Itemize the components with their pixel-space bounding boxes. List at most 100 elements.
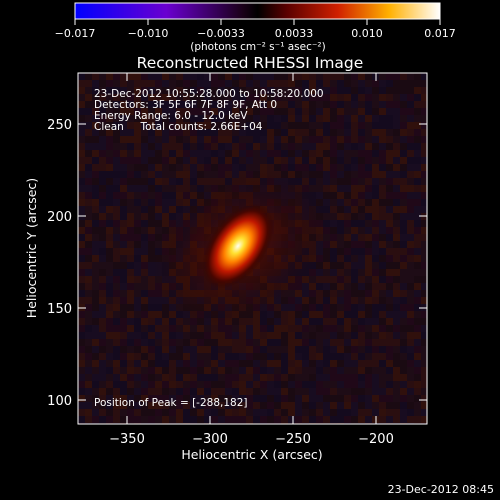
noise-pixel — [176, 108, 183, 115]
noise-pixel — [288, 157, 295, 164]
noise-pixel — [386, 374, 393, 381]
noise-pixel — [120, 269, 127, 276]
noise-pixel — [155, 115, 162, 122]
noise-pixel — [253, 150, 260, 157]
noise-pixel — [246, 360, 253, 367]
noise-pixel — [134, 213, 141, 220]
noise-pixel — [176, 80, 183, 87]
noise-pixel — [134, 339, 141, 346]
noise-pixel — [92, 220, 99, 227]
noise-pixel — [113, 220, 120, 227]
noise-pixel — [400, 143, 407, 150]
noise-pixel — [358, 374, 365, 381]
noise-pixel — [106, 164, 113, 171]
noise-pixel — [316, 171, 323, 178]
noise-pixel — [260, 367, 267, 374]
noise-pixel — [386, 367, 393, 374]
noise-pixel — [183, 402, 190, 409]
noise-pixel — [260, 101, 267, 108]
noise-pixel — [176, 360, 183, 367]
noise-pixel — [414, 122, 421, 129]
noise-pixel — [260, 80, 267, 87]
noise-pixel — [232, 80, 239, 87]
noise-pixel — [78, 381, 85, 388]
noise-pixel — [365, 108, 372, 115]
noise-pixel — [400, 213, 407, 220]
noise-pixel — [351, 115, 358, 122]
noise-pixel — [162, 318, 169, 325]
noise-pixel — [372, 206, 379, 213]
noise-pixel — [323, 101, 330, 108]
noise-pixel — [197, 150, 204, 157]
noise-pixel — [148, 164, 155, 171]
noise-pixel — [92, 367, 99, 374]
noise-pixel — [92, 150, 99, 157]
noise-pixel — [295, 346, 302, 353]
noise-pixel — [407, 360, 414, 367]
noise-pixel — [85, 164, 92, 171]
noise-pixel — [323, 283, 330, 290]
noise-pixel — [344, 227, 351, 234]
noise-pixel — [365, 234, 372, 241]
noise-pixel — [337, 220, 344, 227]
noise-pixel — [365, 115, 372, 122]
noise-pixel — [92, 101, 99, 108]
noise-pixel — [267, 381, 274, 388]
noise-pixel — [372, 276, 379, 283]
noise-pixel — [379, 409, 386, 416]
noise-pixel — [99, 241, 106, 248]
noise-pixel — [414, 80, 421, 87]
noise-pixel — [204, 136, 211, 143]
noise-pixel — [92, 388, 99, 395]
noise-pixel — [99, 388, 106, 395]
noise-pixel — [232, 339, 239, 346]
noise-pixel — [85, 122, 92, 129]
noise-pixel — [176, 395, 183, 402]
noise-pixel — [351, 332, 358, 339]
noise-pixel — [113, 416, 120, 423]
noise-pixel — [351, 276, 358, 283]
noise-pixel — [78, 241, 85, 248]
noise-pixel — [106, 178, 113, 185]
noise-pixel — [351, 94, 358, 101]
noise-pixel — [106, 248, 113, 255]
noise-pixel — [323, 269, 330, 276]
noise-pixel — [386, 150, 393, 157]
noise-pixel — [400, 416, 407, 423]
noise-pixel — [414, 290, 421, 297]
noise-pixel — [295, 332, 302, 339]
noise-pixel — [99, 374, 106, 381]
noise-pixel — [113, 339, 120, 346]
noise-pixel — [372, 227, 379, 234]
noise-pixel — [176, 150, 183, 157]
noise-pixel — [169, 416, 176, 423]
noise-pixel — [351, 206, 358, 213]
noise-pixel — [225, 353, 232, 360]
noise-pixel — [155, 346, 162, 353]
noise-pixel — [330, 311, 337, 318]
noise-pixel — [302, 395, 309, 402]
noise-pixel — [99, 290, 106, 297]
noise-pixel — [351, 360, 358, 367]
noise-pixel — [337, 241, 344, 248]
noise-pixel — [421, 402, 427, 409]
noise-pixel — [148, 241, 155, 248]
noise-pixel — [176, 346, 183, 353]
noise-pixel — [190, 101, 197, 108]
noise-pixel — [351, 150, 358, 157]
noise-pixel — [407, 227, 414, 234]
noise-pixel — [386, 171, 393, 178]
noise-pixel — [78, 416, 85, 423]
noise-pixel — [309, 290, 316, 297]
noise-pixel — [120, 206, 127, 213]
noise-pixel — [197, 157, 204, 164]
noise-pixel — [386, 108, 393, 115]
noise-pixel — [400, 227, 407, 234]
noise-pixel — [344, 290, 351, 297]
noise-pixel — [358, 101, 365, 108]
noise-pixel — [155, 206, 162, 213]
noise-pixel — [190, 136, 197, 143]
noise-pixel — [113, 332, 120, 339]
noise-pixel — [183, 381, 190, 388]
noise-pixel — [253, 339, 260, 346]
